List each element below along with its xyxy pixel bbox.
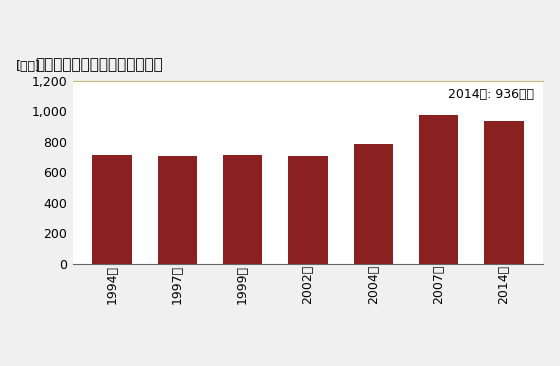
Text: 小売業の年間商品販売額の推移: 小売業の年間商品販売額の推移 — [35, 57, 163, 72]
Bar — [92, 154, 132, 264]
Text: 2014年: 936億円: 2014年: 936億円 — [448, 88, 534, 101]
Text: [億円]: [億円] — [16, 60, 41, 73]
Bar — [354, 144, 393, 264]
Bar — [288, 157, 328, 264]
Bar — [484, 121, 524, 264]
Bar — [223, 154, 262, 264]
Bar — [158, 156, 197, 264]
Bar — [419, 115, 458, 264]
